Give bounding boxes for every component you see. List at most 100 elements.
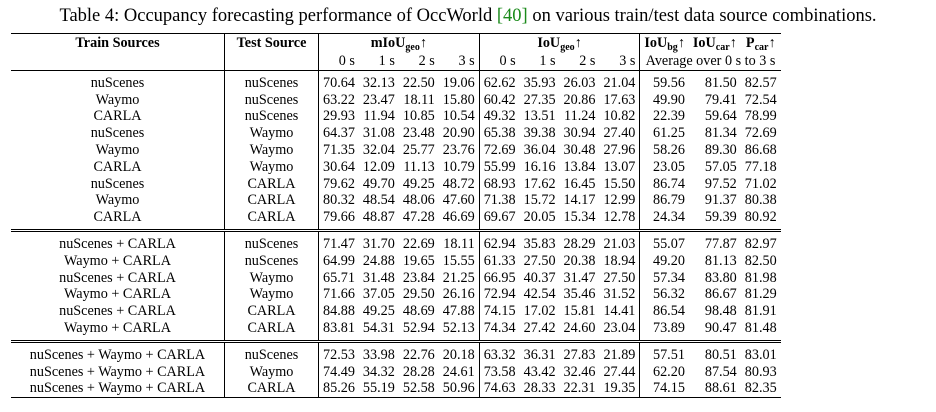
iou-2s-cell: 30.94 bbox=[563, 125, 596, 142]
table-caption: Table 4: Occupancy forecasting performan… bbox=[10, 6, 926, 27]
miou-3s-cell: 47.60 bbox=[442, 192, 475, 209]
miou-0s-cell: 72.53 bbox=[317, 339, 359, 364]
p-car-cell: 82.50 bbox=[744, 252, 777, 269]
iou-1s-cell: 17.02 bbox=[523, 303, 556, 320]
miou-1s-cell: 48.54 bbox=[362, 192, 395, 209]
miou-0s-cell: 79.66 bbox=[317, 209, 359, 231]
test-source-cell: CARLA bbox=[224, 209, 319, 231]
iou-3s-cell: 13.07 bbox=[603, 158, 636, 175]
iou-1s-cell: 35.83 bbox=[519, 228, 560, 253]
iou-bg-cell: 86.79 bbox=[639, 192, 689, 210]
iou-0s-cell: 68.93 bbox=[478, 175, 520, 193]
header-iou-bg: IoUbg↑ bbox=[639, 33, 689, 53]
p-car-cell: 82.97 bbox=[740, 228, 781, 253]
miou-3s-cell: 46.69 bbox=[442, 209, 475, 226]
iou-2s-cell: 31.47 bbox=[563, 269, 596, 286]
train-source-cell: nuScenes bbox=[11, 69, 225, 92]
average-note: Average over 0 s to 3 s bbox=[639, 53, 781, 71]
table-row: nuScenes nuScenes 70.64 32.13 22.50 19.06 62.6… bbox=[11, 69, 781, 92]
train-source-cell: Waymo bbox=[95, 91, 140, 108]
miou-1s-cell: 48.87 bbox=[362, 209, 395, 226]
header-test-source: Test Source bbox=[224, 33, 319, 53]
group-three-sources: nuScenes + Waymo + CARLA nuScenes 72.53 33.… bbox=[11, 339, 781, 399]
miou-3s-cell: 20.18 bbox=[438, 339, 480, 364]
p-car-cell: 80.38 bbox=[744, 192, 777, 209]
miou-1s-cell: 31.48 bbox=[362, 269, 395, 286]
train-source-cell: CARLA bbox=[93, 209, 142, 226]
p-car-cell: 82.35 bbox=[740, 380, 781, 399]
train-source-cell: nuScenes + CARLA bbox=[59, 303, 176, 320]
test-source-cell: CARLA bbox=[224, 319, 319, 342]
iou-2s-cell: 27.83 bbox=[559, 339, 600, 364]
iou-car-cell: 91.37 bbox=[704, 192, 737, 209]
miou-2s-cell: 22.76 bbox=[398, 339, 439, 364]
miou-3s-cell: 47.88 bbox=[442, 303, 475, 320]
miou-2s-cell: 22.50 bbox=[398, 69, 439, 92]
test-source-cell: Waymo bbox=[224, 269, 319, 287]
iou-2s-cell: 24.60 bbox=[563, 319, 596, 336]
p-car-cell: 77.18 bbox=[744, 158, 777, 175]
header-p-arrow: ↑ bbox=[768, 35, 776, 51]
miou-3s-cell: 10.54 bbox=[442, 108, 475, 125]
iou-bg-cell: 59.56 bbox=[639, 69, 689, 92]
header-car-arrow: ↑ bbox=[729, 35, 737, 51]
test-source-cell: nuScenes bbox=[224, 228, 319, 253]
iou-1s-cell: 36.04 bbox=[523, 141, 556, 158]
miou-3s-cell: 19.06 bbox=[438, 69, 480, 92]
group-single-source: nuScenes nuScenes 70.64 32.13 22.50 19.06 62.6… bbox=[11, 69, 781, 231]
iou-3s-cell: 12.99 bbox=[603, 192, 636, 209]
miou-1s-cell: 31.70 bbox=[358, 228, 399, 253]
iou-bg-cell: 74.15 bbox=[639, 380, 689, 399]
test-source-cell: CARLA bbox=[224, 175, 319, 193]
p-car-cell: 71.02 bbox=[744, 175, 777, 192]
iou-3s-cell: 27.50 bbox=[603, 269, 636, 286]
iou-0s-cell: 71.38 bbox=[478, 192, 520, 210]
header-bg-arrow: ↑ bbox=[677, 35, 685, 51]
miou-2s-cell: 23.84 bbox=[402, 269, 435, 286]
iou-0s-cell: 72.94 bbox=[478, 286, 520, 304]
test-source-cell: CARLA bbox=[224, 303, 319, 320]
iou-3s-cell: 27.40 bbox=[603, 125, 636, 142]
iou-2s-cell: 35.46 bbox=[563, 286, 596, 303]
iou-3s-cell: 18.94 bbox=[603, 252, 636, 269]
iou-2s-cell: 26.03 bbox=[559, 69, 600, 92]
header-p-car: Pcar↑ bbox=[740, 33, 781, 53]
train-source-cell: nuScenes + Waymo + CARLA bbox=[29, 363, 206, 380]
miou-0s-cell: 30.64 bbox=[317, 158, 359, 176]
train-source-cell: Waymo + CARLA bbox=[64, 252, 171, 269]
header-p-base: P bbox=[745, 35, 755, 51]
miou-2s-cell: 48.69 bbox=[402, 303, 435, 320]
iou-2s-cell: 32.46 bbox=[563, 363, 596, 380]
miou-3s-cell: 26.16 bbox=[442, 286, 475, 303]
miou-1s-cell: 34.32 bbox=[362, 363, 395, 380]
miou-3s-cell: 52.13 bbox=[442, 319, 475, 336]
p-car-cell: 80.93 bbox=[744, 363, 777, 380]
iou-bg-cell: 49.20 bbox=[639, 252, 689, 270]
table-row: nuScenes + Waymo + CARLA Waymo 74.49 34.32 2… bbox=[11, 363, 781, 381]
citation-link[interactable]: [40] bbox=[496, 6, 528, 26]
miou-0s-cell: 79.62 bbox=[317, 175, 359, 193]
iou-bg-cell: 55.07 bbox=[639, 228, 689, 253]
test-source-cell: nuScenes bbox=[224, 252, 319, 270]
iou-car-cell: 83.80 bbox=[704, 269, 737, 286]
header-car-sub: car bbox=[715, 42, 730, 53]
iou-0s-cell: 72.69 bbox=[478, 141, 520, 159]
iou-3s-cell: 15.50 bbox=[603, 175, 636, 192]
test-source-cell: Waymo bbox=[224, 141, 319, 159]
iou-0s-cell: 61.33 bbox=[478, 252, 520, 270]
iou-car-cell: 89.30 bbox=[704, 141, 737, 158]
header-miou-sub: geo bbox=[405, 42, 420, 53]
miou-0s-cell: 71.66 bbox=[317, 286, 359, 304]
iou-0s-cell: 65.38 bbox=[478, 125, 520, 142]
iou-car-cell: 88.61 bbox=[688, 380, 741, 399]
header-iou-sub: geo bbox=[560, 42, 575, 53]
iou-3s-cell: 23.04 bbox=[603, 319, 636, 336]
train-source-cell: nuScenes + CARLA bbox=[59, 269, 176, 286]
iou-0s-cell: 63.32 bbox=[478, 339, 520, 364]
p-car-cell: 72.54 bbox=[744, 91, 777, 108]
iou-car-cell: 79.41 bbox=[704, 91, 737, 108]
table-row: nuScenes + Waymo + CARLA CARLA 85.26 55.19 5… bbox=[11, 380, 781, 399]
iou-3s-cell: 27.96 bbox=[603, 141, 636, 158]
header-iou-arrow: ↑ bbox=[574, 35, 582, 51]
iou-2s-cell: 15.34 bbox=[563, 209, 596, 226]
